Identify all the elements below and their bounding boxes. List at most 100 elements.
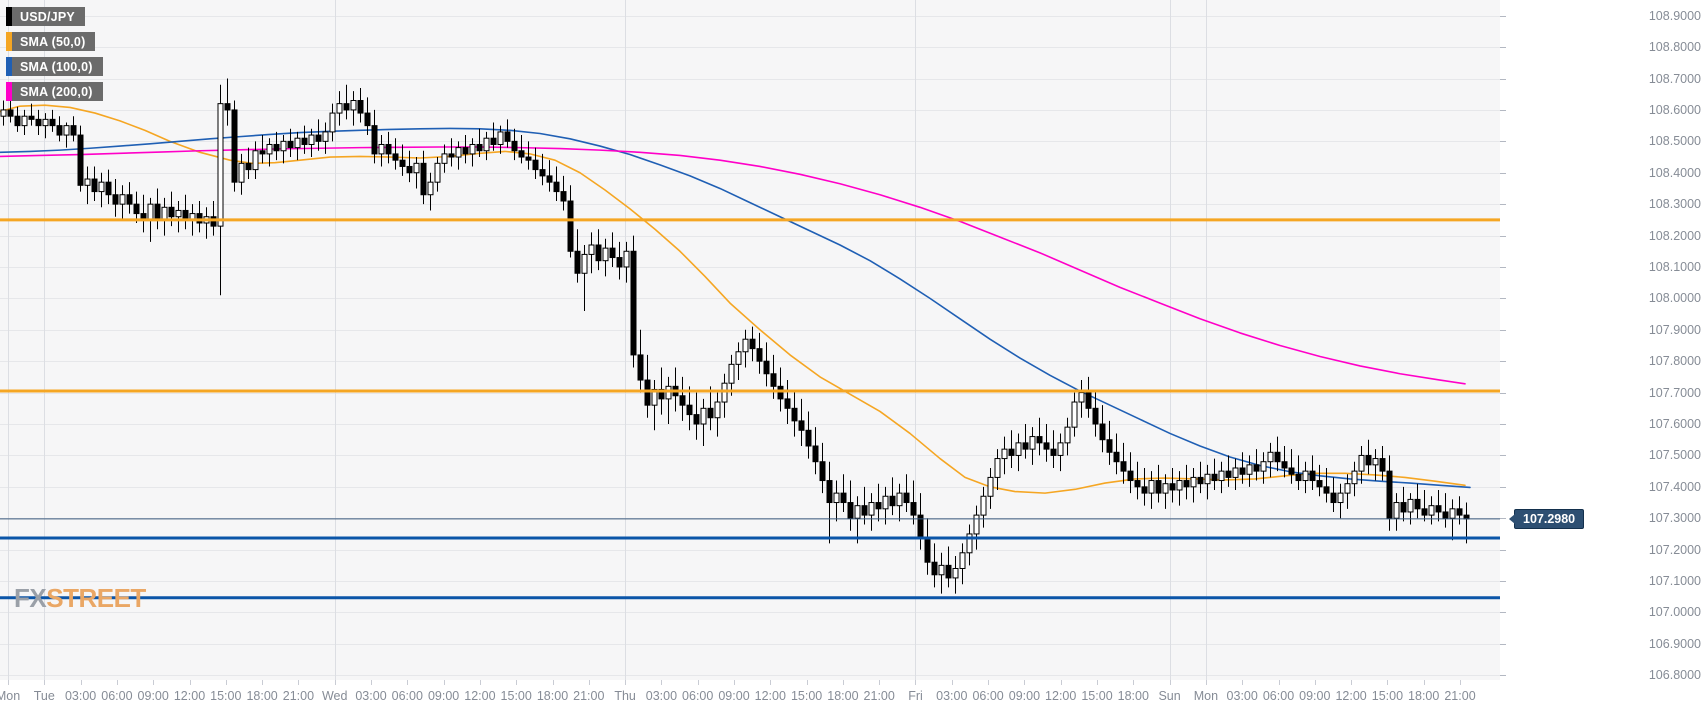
candle-body[interactable] xyxy=(1204,473,1211,485)
candle-body[interactable] xyxy=(763,360,770,375)
candle-body[interactable] xyxy=(497,131,504,145)
candle-body[interactable] xyxy=(1127,470,1134,482)
candle-body[interactable] xyxy=(133,203,140,215)
candle-body[interactable] xyxy=(819,461,826,482)
candle-body[interactable] xyxy=(553,181,560,193)
candle-body[interactable] xyxy=(1043,442,1050,450)
candle-body[interactable] xyxy=(518,150,525,158)
candle-body[interactable] xyxy=(1169,483,1176,491)
candle-body[interactable] xyxy=(1414,498,1421,510)
candle-body[interactable] xyxy=(1155,480,1162,494)
candle-body[interactable] xyxy=(1267,451,1274,463)
candle-body[interactable] xyxy=(707,407,714,419)
candle-body[interactable] xyxy=(112,194,119,205)
candle-body[interactable] xyxy=(805,429,812,447)
candle-body[interactable] xyxy=(1036,436,1043,444)
candle-body[interactable] xyxy=(1435,505,1442,513)
candle-body[interactable] xyxy=(175,209,182,218)
candle-body[interactable] xyxy=(980,495,987,516)
legend-item-sma200[interactable]: SMA (200,0) xyxy=(6,82,103,101)
legend-item-sma50[interactable]: SMA (50,0) xyxy=(6,32,96,51)
candle-body[interactable] xyxy=(1351,470,1358,485)
candle-body[interactable] xyxy=(1092,407,1099,425)
candle-body[interactable] xyxy=(343,103,350,111)
candle-body[interactable] xyxy=(1008,448,1015,456)
candle-body[interactable] xyxy=(532,159,539,171)
candle-body[interactable] xyxy=(1456,508,1463,516)
candle-body[interactable] xyxy=(539,169,546,177)
candle-body[interactable] xyxy=(1407,498,1414,513)
candle-body[interactable] xyxy=(1358,454,1365,472)
candle-body[interactable] xyxy=(364,112,371,127)
candle-body[interactable] xyxy=(1190,476,1197,488)
candle-body[interactable] xyxy=(581,253,588,274)
candle-body[interactable] xyxy=(105,181,112,196)
candle-body[interactable] xyxy=(644,379,651,406)
candle-body[interactable] xyxy=(1225,470,1232,478)
candle-body[interactable] xyxy=(574,250,581,274)
candle-body[interactable] xyxy=(0,109,7,117)
candle-body[interactable] xyxy=(273,143,280,152)
candle-body[interactable] xyxy=(399,159,406,167)
candle-body[interactable] xyxy=(308,134,315,145)
candle-body[interactable] xyxy=(245,162,252,171)
candle-body[interactable] xyxy=(1113,451,1120,463)
candle-body[interactable] xyxy=(665,385,672,400)
candle-body[interactable] xyxy=(854,505,861,519)
candle-body[interactable] xyxy=(210,216,217,227)
candle-body[interactable] xyxy=(1085,392,1092,409)
candle-body[interactable] xyxy=(973,514,980,535)
candle-body[interactable] xyxy=(420,162,427,196)
candle-body[interactable] xyxy=(42,118,49,127)
candle-body[interactable] xyxy=(588,244,595,255)
candle-body[interactable] xyxy=(287,140,294,149)
candle-body[interactable] xyxy=(1400,502,1407,513)
candle-body[interactable] xyxy=(378,143,385,155)
candle-body[interactable] xyxy=(1344,483,1351,494)
candle-body[interactable] xyxy=(1141,486,1148,494)
candle-body[interactable] xyxy=(749,338,756,350)
candle-body[interactable] xyxy=(959,552,966,569)
legend-item-sma100[interactable]: SMA (100,0) xyxy=(6,57,103,76)
candle-body[interactable] xyxy=(1274,451,1281,463)
candle-body[interactable] xyxy=(490,137,497,145)
gridlines-vertical[interactable] xyxy=(8,0,1207,680)
candle-body[interactable] xyxy=(784,398,791,409)
sma-line[interactable] xyxy=(0,127,1471,489)
candle-body[interactable] xyxy=(14,115,21,127)
candle-body[interactable] xyxy=(1162,483,1169,494)
candle-body[interactable] xyxy=(693,414,700,425)
candle-body[interactable] xyxy=(1253,464,1260,472)
candle-body[interactable] xyxy=(294,137,301,149)
candle-body[interactable] xyxy=(840,492,847,504)
candle-body[interactable] xyxy=(1134,480,1141,488)
candle-body[interactable] xyxy=(987,476,994,497)
candle-body[interactable] xyxy=(462,147,469,155)
candle-body[interactable] xyxy=(231,109,238,183)
candle-body[interactable] xyxy=(609,247,616,259)
candle-body[interactable] xyxy=(1183,480,1190,488)
candle-body[interactable] xyxy=(1050,448,1057,456)
candle-body[interactable] xyxy=(770,373,777,387)
candle-body[interactable] xyxy=(427,181,434,196)
candle-body[interactable] xyxy=(567,200,574,252)
candle-body[interactable] xyxy=(1428,505,1435,516)
candle-body[interactable] xyxy=(616,257,623,268)
candle-body[interactable] xyxy=(700,407,707,425)
candle-body[interactable] xyxy=(826,480,833,504)
candle-body[interactable] xyxy=(1295,473,1302,482)
sma-line[interactable] xyxy=(0,146,1466,385)
candle-body[interactable] xyxy=(889,495,896,507)
candle-body[interactable] xyxy=(742,338,749,353)
candle-body[interactable] xyxy=(868,502,875,516)
candle-body[interactable] xyxy=(1001,448,1008,460)
gridlines[interactable] xyxy=(0,16,1500,676)
candle-body[interactable] xyxy=(483,137,490,152)
candle-body[interactable] xyxy=(1218,470,1225,482)
candle-body[interactable] xyxy=(168,206,175,218)
candle-body[interactable] xyxy=(392,153,399,161)
candle-body[interactable] xyxy=(1239,467,1246,475)
candle-body[interactable] xyxy=(1281,461,1288,469)
candle-body[interactable] xyxy=(756,348,763,362)
candle-body[interactable] xyxy=(448,153,455,158)
